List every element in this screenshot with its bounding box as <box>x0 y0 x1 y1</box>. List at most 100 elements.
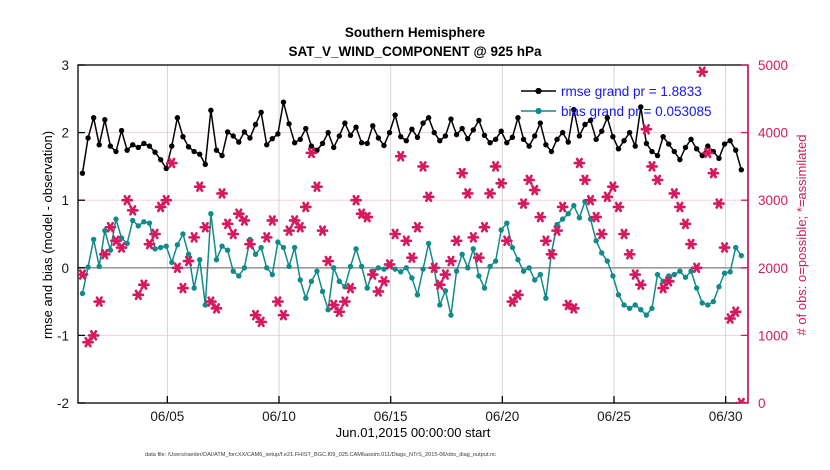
obs-marker <box>433 279 446 290</box>
data-point <box>241 129 248 135</box>
obs-marker <box>177 282 189 294</box>
data-point <box>537 271 543 278</box>
y-tick-right: 2000 <box>758 261 788 276</box>
obs-marker <box>394 150 407 162</box>
obs-marker <box>500 235 513 247</box>
data-point <box>710 298 717 305</box>
plot-area: -2 -1 0 1 2 3 0 1000 2000 3000 4000 5000 06/05 06/10 0… <box>57 58 788 424</box>
data-point <box>610 133 616 140</box>
data-point <box>141 140 147 147</box>
obs-marker <box>634 279 647 290</box>
data-point <box>291 140 298 146</box>
data-point <box>258 244 264 251</box>
data-point <box>476 273 482 279</box>
data-point <box>130 217 136 224</box>
data-point <box>437 302 443 308</box>
data-point <box>96 142 102 148</box>
obs-marker <box>372 286 385 297</box>
data-point <box>409 275 415 281</box>
data-point <box>230 268 236 274</box>
y-tick-right: 1000 <box>758 328 788 343</box>
data-point <box>386 129 393 136</box>
data-point <box>677 268 683 274</box>
data-point <box>448 116 454 122</box>
data-point <box>79 290 86 297</box>
obs-marker <box>640 123 653 135</box>
data-point <box>275 131 281 137</box>
obs-marker <box>389 228 402 240</box>
data-point <box>113 216 119 222</box>
data-point <box>442 288 449 294</box>
data-point <box>599 250 605 256</box>
data-point <box>515 115 521 121</box>
obs-marker <box>366 269 379 280</box>
obs-marker <box>573 157 586 169</box>
data-point <box>632 143 638 149</box>
obs-marker <box>238 215 251 226</box>
obs-marker <box>612 201 625 213</box>
data-point <box>425 115 432 121</box>
data-point <box>208 107 214 113</box>
obs-marker <box>618 228 630 240</box>
data-point <box>90 115 97 121</box>
data-point <box>107 247 114 253</box>
obs-marker <box>405 252 418 263</box>
data-point <box>191 285 197 291</box>
data-point <box>626 305 633 312</box>
data-point <box>124 147 130 153</box>
data-point <box>152 149 158 155</box>
obs-marker <box>696 66 709 78</box>
data-point <box>169 259 175 266</box>
y-axis-label-left: rmse and bias (model - observation) <box>40 131 55 339</box>
data-point <box>102 227 108 234</box>
data-point <box>643 140 650 147</box>
obs-marker <box>673 201 686 213</box>
obs-marker <box>171 262 184 274</box>
obs-marker <box>512 289 524 301</box>
y-tick-left: 0 <box>61 261 69 276</box>
x-tick: 06/15 <box>374 409 408 424</box>
obs-marker <box>78 269 89 280</box>
data-file-caption: data file: /Users/raeder/DAI/ATM_forcXX/… <box>145 452 496 458</box>
data-point <box>437 138 443 144</box>
obs-marker <box>121 194 134 206</box>
data-point <box>599 128 605 134</box>
data-point <box>487 140 493 146</box>
data-point <box>587 117 594 124</box>
obs-marker <box>188 232 201 243</box>
data-point <box>197 256 203 263</box>
data-point <box>258 109 264 116</box>
data-point <box>202 161 208 168</box>
data-point <box>699 300 705 306</box>
data-point <box>252 251 259 257</box>
obs-marker <box>305 147 318 159</box>
data-point <box>113 148 119 155</box>
data-point <box>247 135 253 141</box>
data-point <box>448 312 454 318</box>
data-point <box>336 133 342 139</box>
data-point <box>392 112 398 118</box>
y-axis-label-right: # of obs: o=possible; *=assimilated <box>794 135 809 336</box>
data-point <box>264 265 270 271</box>
obs-marker <box>718 242 731 253</box>
obs-marker <box>456 167 469 179</box>
obs-marker <box>461 188 474 199</box>
obs-marker <box>528 184 541 196</box>
data-point <box>264 142 270 148</box>
obs-marker <box>316 225 329 236</box>
obs-marker <box>417 161 429 172</box>
y-tick-left: 1 <box>61 193 69 208</box>
data-point <box>319 288 326 295</box>
data-point <box>381 142 387 149</box>
data-point <box>543 142 549 148</box>
data-point <box>470 127 476 133</box>
obs-marker <box>545 248 558 260</box>
data-point <box>492 136 499 143</box>
data-point <box>498 227 504 233</box>
data-point <box>375 135 382 141</box>
obs-marker <box>601 191 614 203</box>
data-point <box>291 244 298 251</box>
obs-marker <box>110 235 122 247</box>
data-point <box>559 216 566 222</box>
data-point <box>163 165 169 172</box>
